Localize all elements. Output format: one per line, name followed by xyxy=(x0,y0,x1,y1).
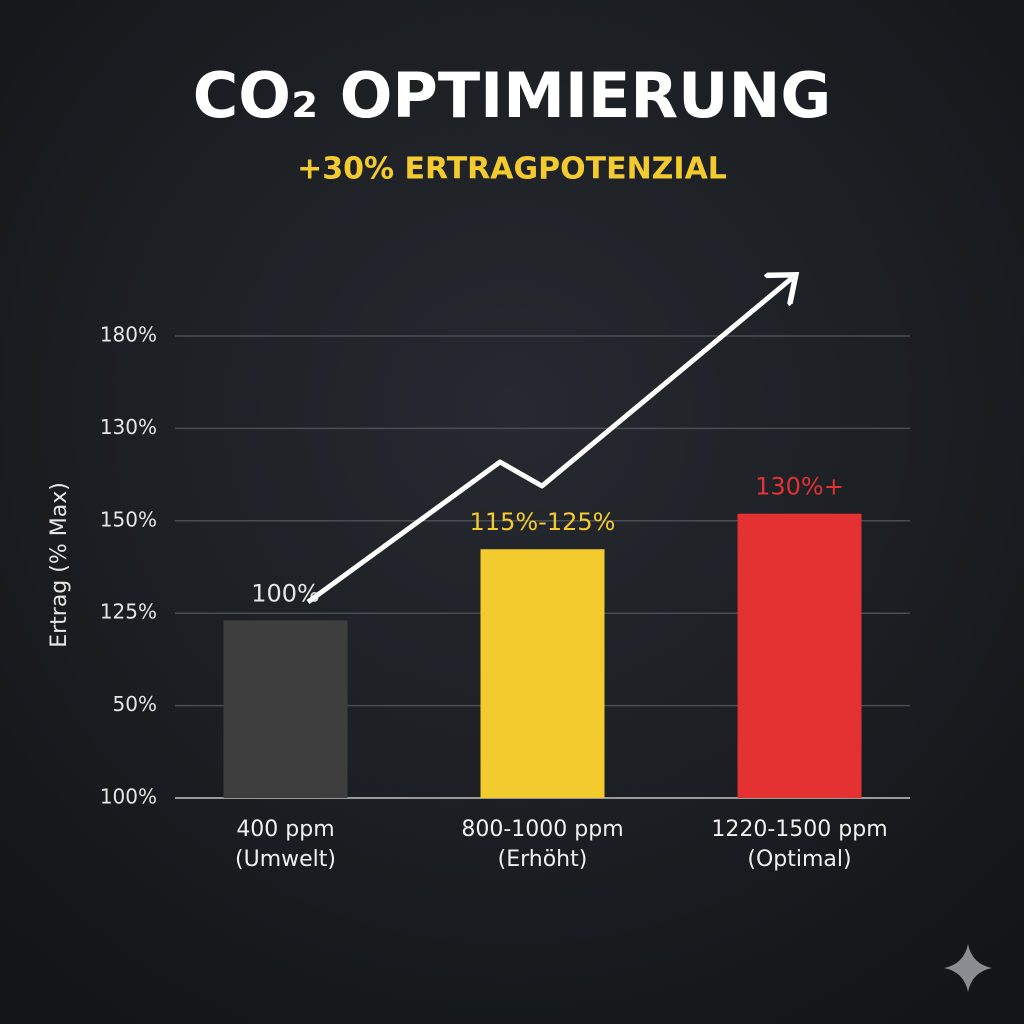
y-tick-label: 125% xyxy=(100,600,157,624)
x-tick-label: 800-1000 ppm xyxy=(461,817,623,842)
x-tick-label: 400 ppm xyxy=(236,817,334,842)
y-tick-label: 100% xyxy=(100,785,157,809)
bar xyxy=(480,549,605,798)
x-tick-label: 1220-1500 ppm xyxy=(711,817,887,842)
y-tick-label: 50% xyxy=(113,692,157,716)
x-tick-label: (Optimal) xyxy=(747,847,851,872)
x-tick-label: (Umwelt) xyxy=(235,847,336,872)
y-tick-label: 180% xyxy=(100,323,157,347)
chart-title: CO₂ OPTIMIERUNG xyxy=(193,59,831,132)
data-label: 130%+ xyxy=(755,473,844,501)
x-tick-label: (Erhöht) xyxy=(498,847,588,872)
y-axis-label: Ertrag (% Max) xyxy=(47,482,72,648)
sparkle-icon xyxy=(944,944,992,992)
plot: 100% 50% 125% 150% 130% 180% 100% 400 ppm (Umwel… xyxy=(100,323,910,872)
y-tick-label: 150% xyxy=(100,507,157,531)
chart-subtitle: +30% ERTRAGPOTENZIAL xyxy=(297,152,727,187)
y-tick-label: 130% xyxy=(100,415,157,439)
data-label: 115%-125% xyxy=(470,508,616,536)
trend-arrow xyxy=(306,278,792,605)
bar xyxy=(223,620,348,798)
data-label: 100% xyxy=(251,579,320,607)
bar xyxy=(737,513,862,798)
